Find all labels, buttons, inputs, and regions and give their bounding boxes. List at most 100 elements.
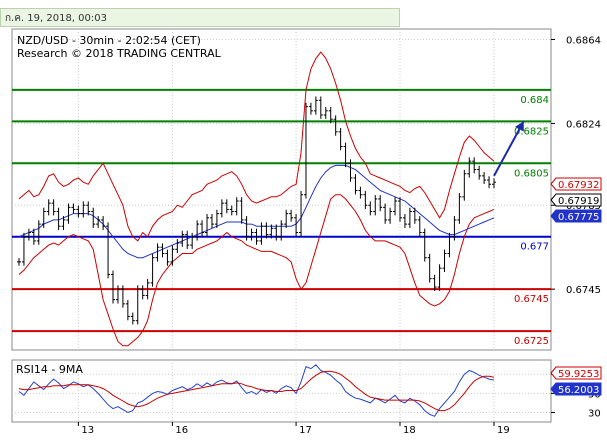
price-bar-22: [125, 299, 130, 321]
rsi-tag-label-1: 56.2003: [558, 385, 599, 396]
price-bar-39: [209, 213, 214, 228]
price-bar-69: [358, 186, 363, 199]
price-bar-5: [41, 207, 46, 228]
rsi-tag-1: 56.2003: [550, 382, 602, 396]
price-bar-26: [145, 279, 150, 300]
price-bar-73: [378, 195, 383, 212]
rsi-title: RSI14 - 9MA: [16, 363, 83, 376]
timestamp-text: ก.ค. 19, 2018, 00:03: [5, 13, 107, 24]
price-bar-55: [289, 209, 294, 222]
price-bar-14: [86, 201, 91, 216]
rsi-tag-box-0: [550, 366, 602, 380]
price-bar-15: [91, 207, 96, 228]
price-bar-83: [427, 253, 432, 283]
price-bar-84: [432, 274, 437, 291]
price-bar-17: [101, 216, 106, 231]
rsi-tag-0: 59.9253: [550, 366, 602, 380]
price-bar-66: [343, 142, 348, 168]
bollinger-lower-line: [18, 194, 495, 347]
price-bar-47: [249, 228, 254, 241]
price-tag-1: 0.67919: [550, 193, 602, 207]
price-bar-77: [397, 197, 402, 222]
price-bar-32: [175, 239, 180, 254]
price-bar-80: [412, 207, 417, 224]
price-bar-30: [165, 249, 170, 266]
price-bar-21: [120, 285, 125, 308]
price-tick-label-1: 0.6824: [566, 119, 601, 130]
timestamp-box: ก.ค. 19, 2018, 00:03: [0, 8, 400, 27]
price-bar-92: [472, 157, 477, 174]
price-bar-0: [17, 258, 21, 266]
date-tick-label-3: 18: [403, 425, 416, 436]
price-bar-9: [61, 216, 66, 231]
price-bar-16: [96, 216, 101, 228]
price-axis: 0.6864 0.6824 0.6785 0.6745: [551, 35, 601, 296]
price-bar-41: [219, 199, 224, 218]
price-tag-label-1: 0.67919: [558, 196, 599, 207]
price-tags: 0.67932 0.67919 0.67775 59.9253 56.2003: [550, 177, 602, 396]
price-bar-62: [323, 106, 328, 119]
price-bar-93: [477, 165, 482, 180]
date-tick-label-2: 17: [299, 425, 312, 436]
price-bar-56: [294, 213, 299, 237]
price-bar-33: [180, 230, 185, 247]
price-tag-0: 0.67932: [550, 177, 602, 191]
price-bar-4: [36, 220, 41, 245]
price-bar-1: [21, 232, 26, 266]
price-bar-87: [447, 232, 452, 258]
price-bar-68: [353, 174, 358, 195]
price-bar-19: [111, 270, 116, 304]
price-bar-75: [388, 207, 393, 224]
price-bar-44: [234, 197, 239, 216]
price-bar-12: [76, 205, 81, 218]
price-bar-10: [66, 203, 71, 224]
chart-title: NZD/USD - 30min - 2:02:54 (CET): [17, 34, 201, 47]
level-label-5: 0.6725: [514, 336, 549, 347]
price-tick-label-0: 0.6864: [566, 35, 601, 46]
price-bar-18: [106, 222, 111, 279]
price-bar-34: [185, 230, 190, 249]
arrow-shaft: [493, 120, 525, 177]
price-bar-81: [417, 216, 422, 237]
level-label-2: 0.6805: [514, 168, 549, 179]
price-bar-54: [284, 209, 289, 228]
price-bar-59: [308, 102, 313, 115]
price-bar-60: [313, 96, 318, 115]
price-bar-28: [155, 243, 160, 262]
price-bar-37: [200, 220, 205, 237]
level-label-0: 0.684: [520, 95, 549, 106]
price-bars: [17, 96, 496, 325]
price-bar-58: [303, 102, 308, 199]
price-bar-20: [115, 285, 120, 304]
rsi-tag-label-0: 59.9253: [558, 369, 599, 380]
price-tick-label-3: 0.6745: [566, 285, 601, 296]
price-bar-46: [244, 216, 249, 241]
price-bar-7: [51, 199, 56, 216]
price-bar-31: [170, 245, 175, 266]
price-bar-6: [46, 199, 51, 216]
price-bar-86: [442, 249, 447, 273]
level-label-1: 0.6825: [514, 126, 549, 137]
price-bar-2: [26, 228, 31, 241]
price-bar-42: [224, 199, 229, 214]
price-bar-96: [492, 178, 496, 189]
price-bar-3: [31, 228, 36, 245]
date-tick-label-0: 13: [81, 425, 94, 436]
main-panel-frame: [11, 28, 552, 351]
rsi-tag-box-1: [550, 382, 602, 396]
price-bar-79: [407, 207, 412, 228]
price-bar-13: [81, 201, 86, 218]
date-axis: 13 16 17 18 19: [77, 422, 510, 436]
price-tick-label-2: 0.6785: [566, 201, 601, 212]
price-tag-2: 0.67775: [550, 209, 602, 223]
price-bar-70: [363, 190, 368, 210]
price-bar-90: [462, 169, 467, 201]
rsi-tick-label-2: 30: [588, 408, 601, 419]
price-bar-43: [229, 205, 234, 216]
price-bar-74: [383, 203, 388, 224]
price-bar-72: [373, 195, 378, 216]
price-bar-51: [269, 224, 274, 239]
price-bar-24: [135, 285, 140, 325]
price-bar-27: [150, 253, 155, 287]
